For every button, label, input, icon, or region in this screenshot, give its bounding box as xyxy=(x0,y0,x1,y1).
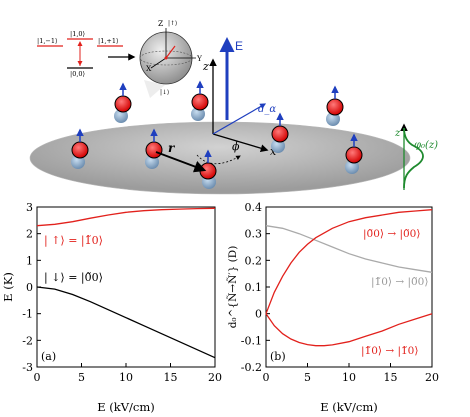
chart-b-panel-label: (b) xyxy=(270,350,286,363)
chart-a-annotation-up: | ↑⟩ = |1̃0⟩ xyxy=(44,234,103,248)
b-ytick-label: 0.4 xyxy=(245,201,263,214)
trap-disk xyxy=(29,121,411,195)
angle-phi-label: ϕ xyxy=(232,140,240,153)
chart-b-xlabel: E (kV/cm) xyxy=(320,400,378,414)
sphere-x-label: X xyxy=(146,64,152,73)
field-arrow: E xyxy=(219,37,243,120)
level-left-label: |1,−1⟩ xyxy=(37,37,58,45)
a-xtick-label: 20 xyxy=(208,371,222,384)
a-ytick-label: -3 xyxy=(22,361,33,374)
chart-b: 0 5 10 15 20 -0.2 -0.1 0 0.1 0.2 0.3 0.4 |0̃0⟩ → |0… xyxy=(225,201,439,414)
molecule xyxy=(145,128,163,169)
a-xtick-label: 5 xyxy=(78,371,85,384)
coordinate-axes: z x ϕ d_α xyxy=(196,58,277,165)
chart-a-series-upper xyxy=(36,207,216,227)
chart-b-annotation-10: |1̃0⟩ → |1̃0⟩ xyxy=(361,345,418,358)
chart-b-annotation-00: |0̃0⟩ → |0̃0⟩ xyxy=(363,228,420,241)
level-mid-label: |1,0⟩ xyxy=(70,30,85,38)
level-ground-label: |0,0⟩ xyxy=(70,70,85,78)
molecule xyxy=(345,133,363,174)
molecules xyxy=(71,80,363,189)
chart-a-panel-label: (a) xyxy=(41,350,56,363)
chart-b-series-gray xyxy=(265,225,433,273)
chart-a-ylabel: E (K) xyxy=(1,272,15,302)
chart-a-series-lower xyxy=(36,286,216,359)
chart-a-frame xyxy=(36,206,216,368)
level-right-label: |1,+1⟩ xyxy=(98,37,119,45)
a-ytick-label: 1 xyxy=(26,254,33,267)
dipole-label: d_α xyxy=(258,104,276,115)
level-diagram: |1,−1⟩ |1,0⟩ |1,+1⟩ |0,0⟩ xyxy=(37,30,136,78)
axis-z-label: z xyxy=(202,60,209,73)
bloch-sphere: Z |↑⟩ X Y |↓⟩ xyxy=(139,19,203,98)
a-xtick-label: 15 xyxy=(164,371,178,384)
a-xtick-label: 10 xyxy=(119,371,133,384)
chart-b-ticks: 0 5 10 15 20 -0.2 -0.1 0 0.1 0.2 0.3 0.4 xyxy=(241,201,439,384)
sphere-down-label: |↓⟩ xyxy=(160,89,169,96)
molecule xyxy=(271,112,289,153)
profile-label: φ₀(z) xyxy=(414,140,438,151)
sphere-up-label: |↑⟩ xyxy=(168,20,177,27)
a-ytick-label: 2 xyxy=(26,228,33,241)
chart-b-series-00 xyxy=(265,209,433,314)
b-ytick-label: 0 xyxy=(255,308,262,321)
b-xtick-label: 15 xyxy=(384,371,398,384)
b-ytick-label: 0.3 xyxy=(245,228,263,241)
chart-a-annotation-down: | ↓⟩ = |0̃0⟩ xyxy=(44,271,103,285)
molecule xyxy=(191,80,209,121)
molecule xyxy=(114,82,132,123)
b-xtick-label: 20 xyxy=(425,371,439,384)
profile-z-label: z xyxy=(394,128,401,139)
distance-label: r xyxy=(168,141,176,155)
b-ytick-label: -0.1 xyxy=(241,334,262,347)
molecule xyxy=(71,128,89,169)
z-profile: z φ₀(z) xyxy=(394,123,438,190)
separation-vector: r xyxy=(155,141,207,173)
a-xtick-label: 0 xyxy=(34,371,41,384)
b-ytick-label: 0.1 xyxy=(245,281,263,294)
sphere-z-label: Z xyxy=(158,19,163,28)
chart-a-ticks: 0 5 10 15 20 -3 -2 -1 0 1 2 3 xyxy=(22,201,222,384)
a-ytick-label: -2 xyxy=(22,334,33,347)
chart-b-annotation-gray: |1̃0⟩ → |0̃0⟩ xyxy=(371,276,428,289)
molecule xyxy=(326,85,344,126)
axis-x-label: x xyxy=(270,145,277,158)
schematic: |1,−1⟩ |1,0⟩ |1,+1⟩ |0,0⟩ Z |↑⟩ X Y |↓⟩ xyxy=(29,19,438,195)
b-xtick-label: 5 xyxy=(304,371,311,384)
chart-b-ylabel: d₀^{Ñ→Ñ′} (D) xyxy=(225,246,239,329)
b-ytick-label: 0.2 xyxy=(245,254,263,267)
b-ytick-label: -0.2 xyxy=(241,361,262,374)
b-xtick-label: 10 xyxy=(342,371,356,384)
chart-a: 0 5 10 15 20 -3 -2 -1 0 1 2 3 | ↑⟩ = |1̃0⟩ | ↓⟩ = |… xyxy=(1,201,222,414)
b-xtick-label: 0 xyxy=(263,371,270,384)
chart-b-series-10 xyxy=(265,313,433,347)
a-ytick-label: 3 xyxy=(26,201,33,214)
a-ytick-label: -1 xyxy=(22,308,33,321)
chart-a-xlabel: E (kV/cm) xyxy=(97,400,155,414)
field-label: E xyxy=(235,39,243,53)
sphere-y-label: Y xyxy=(196,54,203,63)
a-ytick-label: 0 xyxy=(26,281,33,294)
